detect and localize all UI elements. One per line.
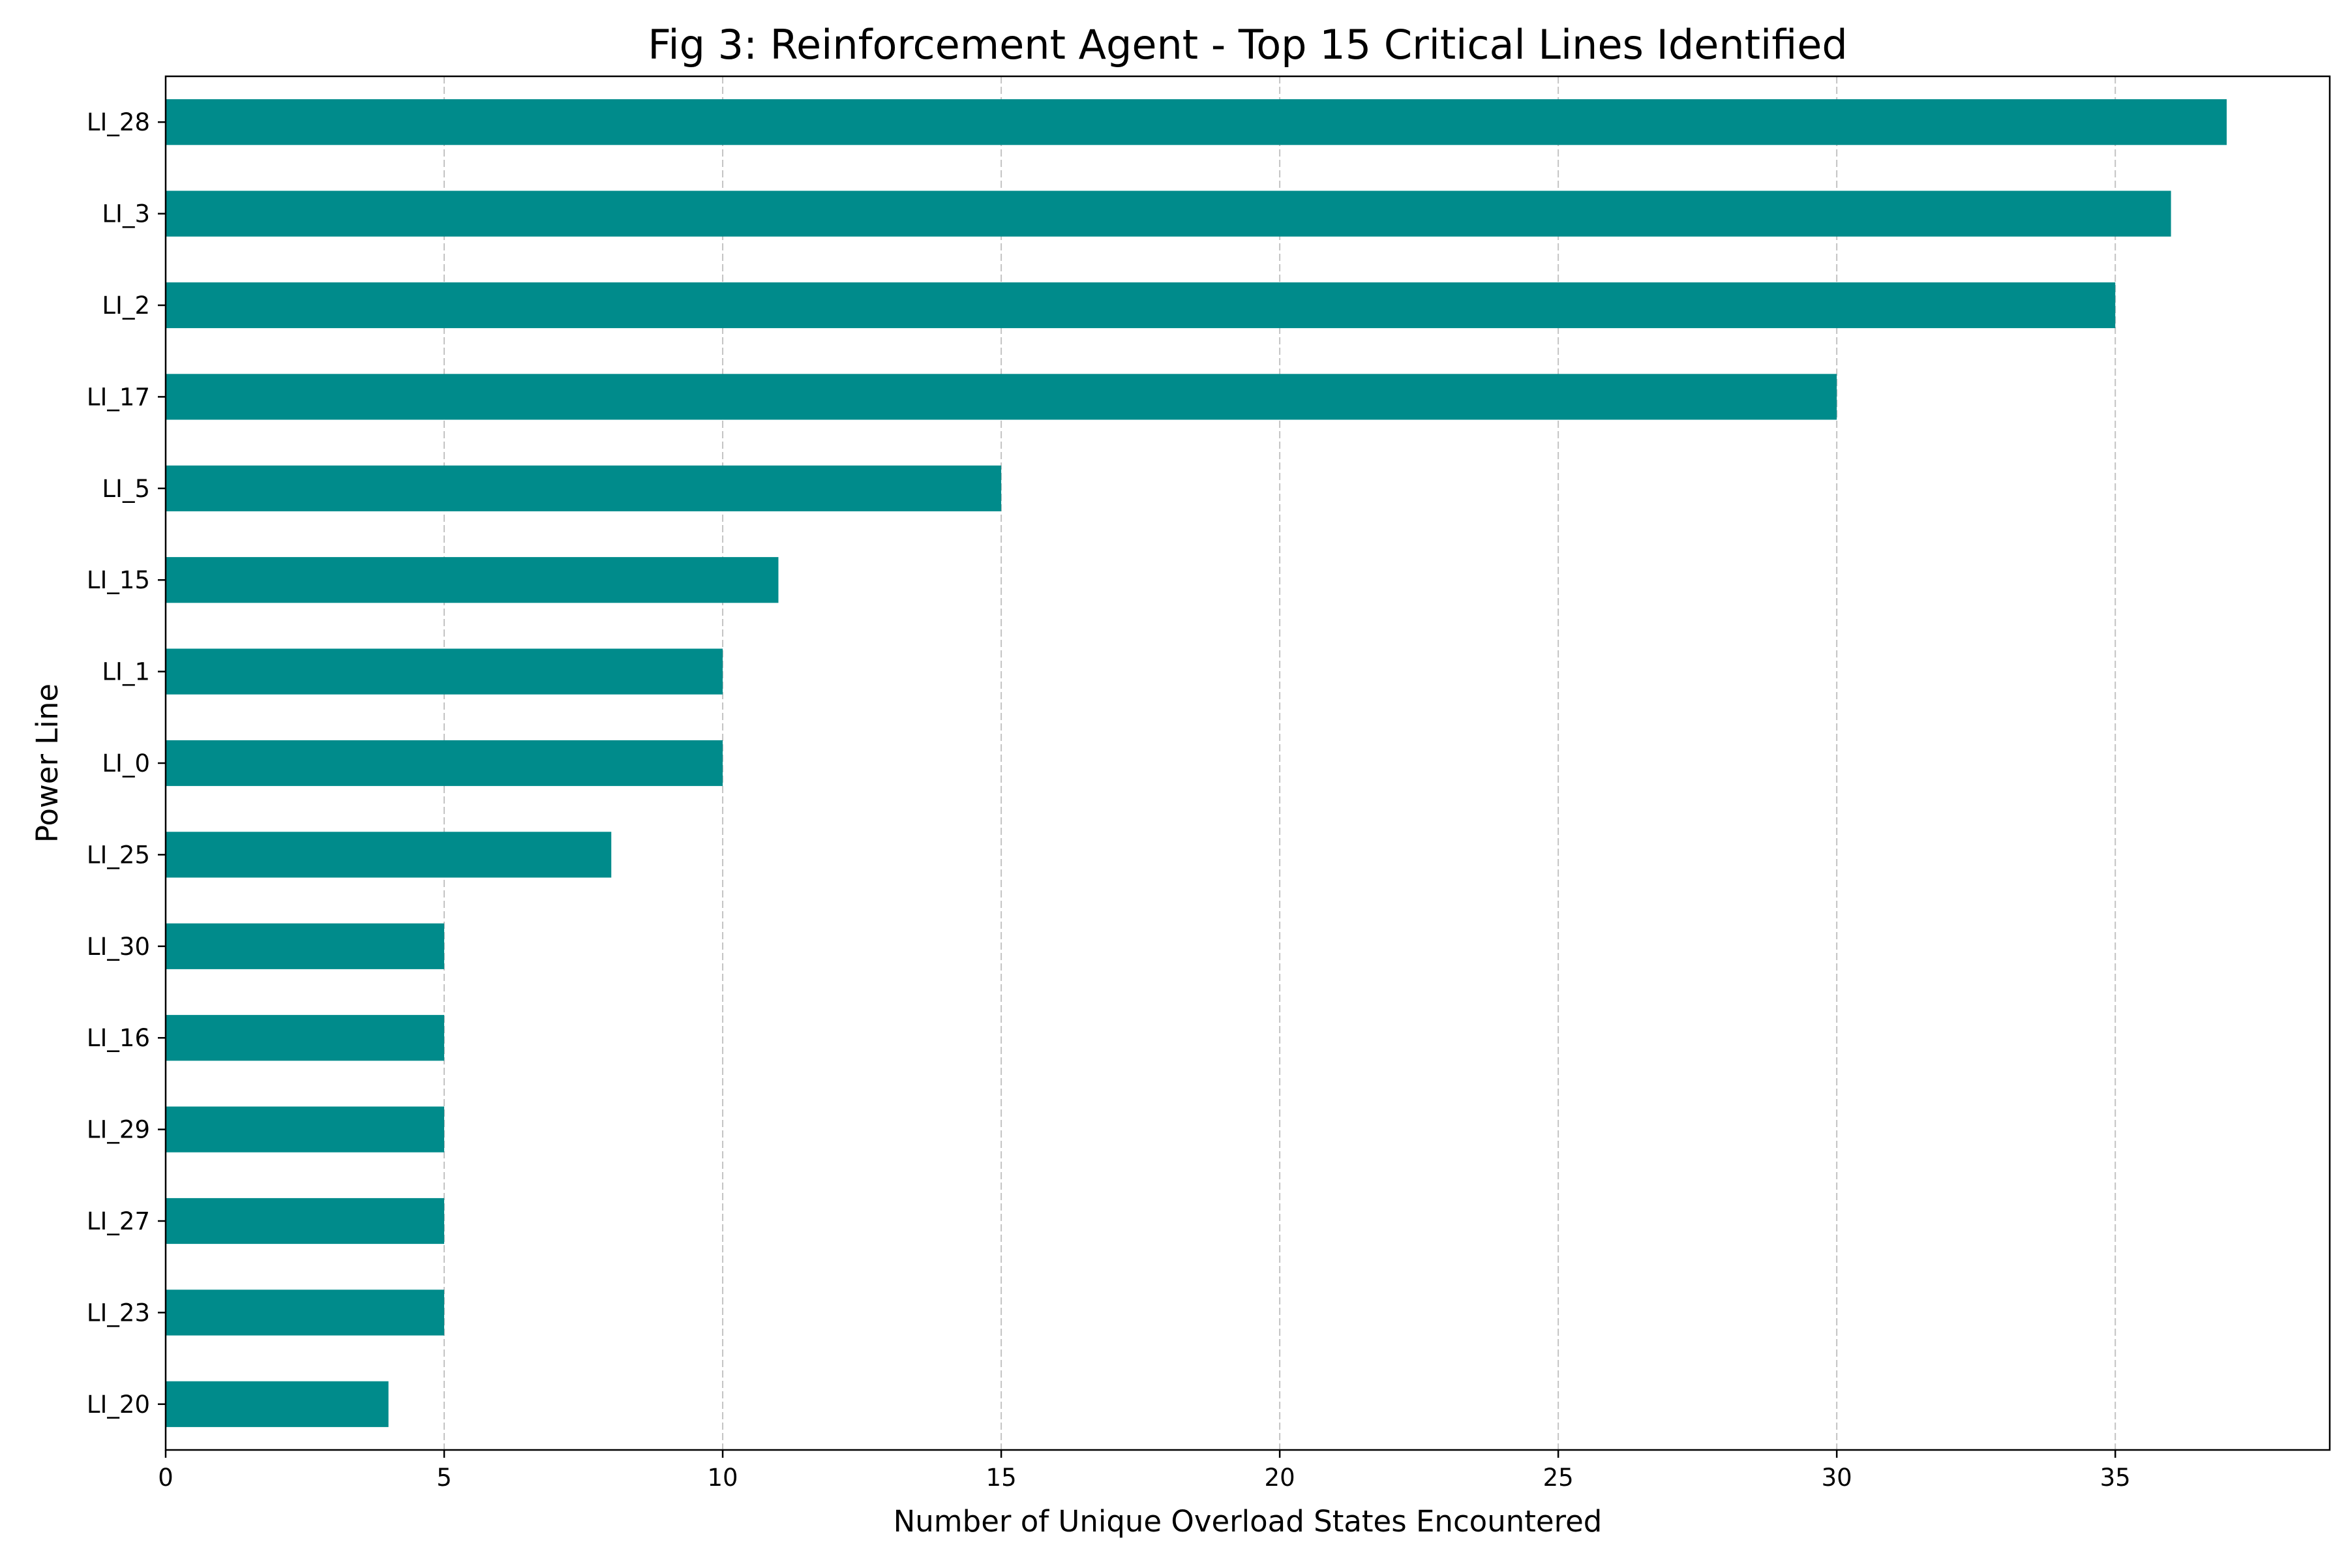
x-axis-ticks: 0 5 10 15 20 25 30 35 [158,1450,2131,1492]
y-tick-label: LI_28 [87,108,150,136]
y-axis-ticks: LI_28 LI_3 LI_2 LI_17 LI_5 LI_15 LI_1 LI_0 LI_25… [87,108,166,1419]
x-tick-label: 0 [158,1464,173,1492]
x-tick-label: 25 [1543,1464,1574,1492]
x-tick-label: 5 [436,1464,452,1492]
y-tick-label: LI_0 [102,749,150,777]
bars [166,99,2227,1427]
y-tick-label: LI_23 [87,1299,150,1327]
x-tick-label: 35 [2100,1464,2131,1492]
bar-li-20 [166,1381,389,1427]
bar-li-27 [166,1198,445,1244]
y-tick-label: LI_25 [87,841,150,869]
y-tick-label: LI_17 [87,383,150,411]
x-tick-label: 20 [1265,1464,1295,1492]
y-tick-label: LI_15 [87,566,150,594]
bar-li-25 [166,832,612,878]
y-tick-label: LI_30 [87,933,150,961]
x-tick-label: 15 [986,1464,1017,1492]
bar-li-17 [166,374,1837,420]
y-tick-label: LI_3 [102,200,150,228]
bar-li-30 [166,923,445,969]
bar-li-28 [166,99,2227,145]
bar-li-29 [166,1106,445,1153]
bar-li-23 [166,1289,445,1336]
y-tick-label: LI_20 [87,1391,150,1419]
y-tick-label: LI_1 [102,658,150,686]
y-tick-label: LI_5 [102,475,150,503]
bar-li-15 [166,557,779,603]
y-axis-label: Power Line [30,684,65,843]
x-tick-label: 30 [1822,1464,1852,1492]
bar-li-16 [166,1015,445,1061]
bar-li-2 [166,282,2116,329]
y-tick-label: LI_27 [87,1207,150,1235]
y-tick-label: LI_16 [87,1024,150,1052]
bar-li-3 [166,190,2171,237]
bar-li-1 [166,648,723,695]
y-tick-label: LI_29 [87,1116,150,1144]
chart-title: Fig 3: Reinforcement Agent - Top 15 Crit… [648,21,1848,68]
bar-li-5 [166,465,1002,511]
bar-li-0 [166,740,723,787]
x-tick-label: 10 [708,1464,738,1492]
y-tick-label: LI_2 [102,292,150,320]
x-axis-label: Number of Unique Overload States Encount… [894,1504,1603,1539]
